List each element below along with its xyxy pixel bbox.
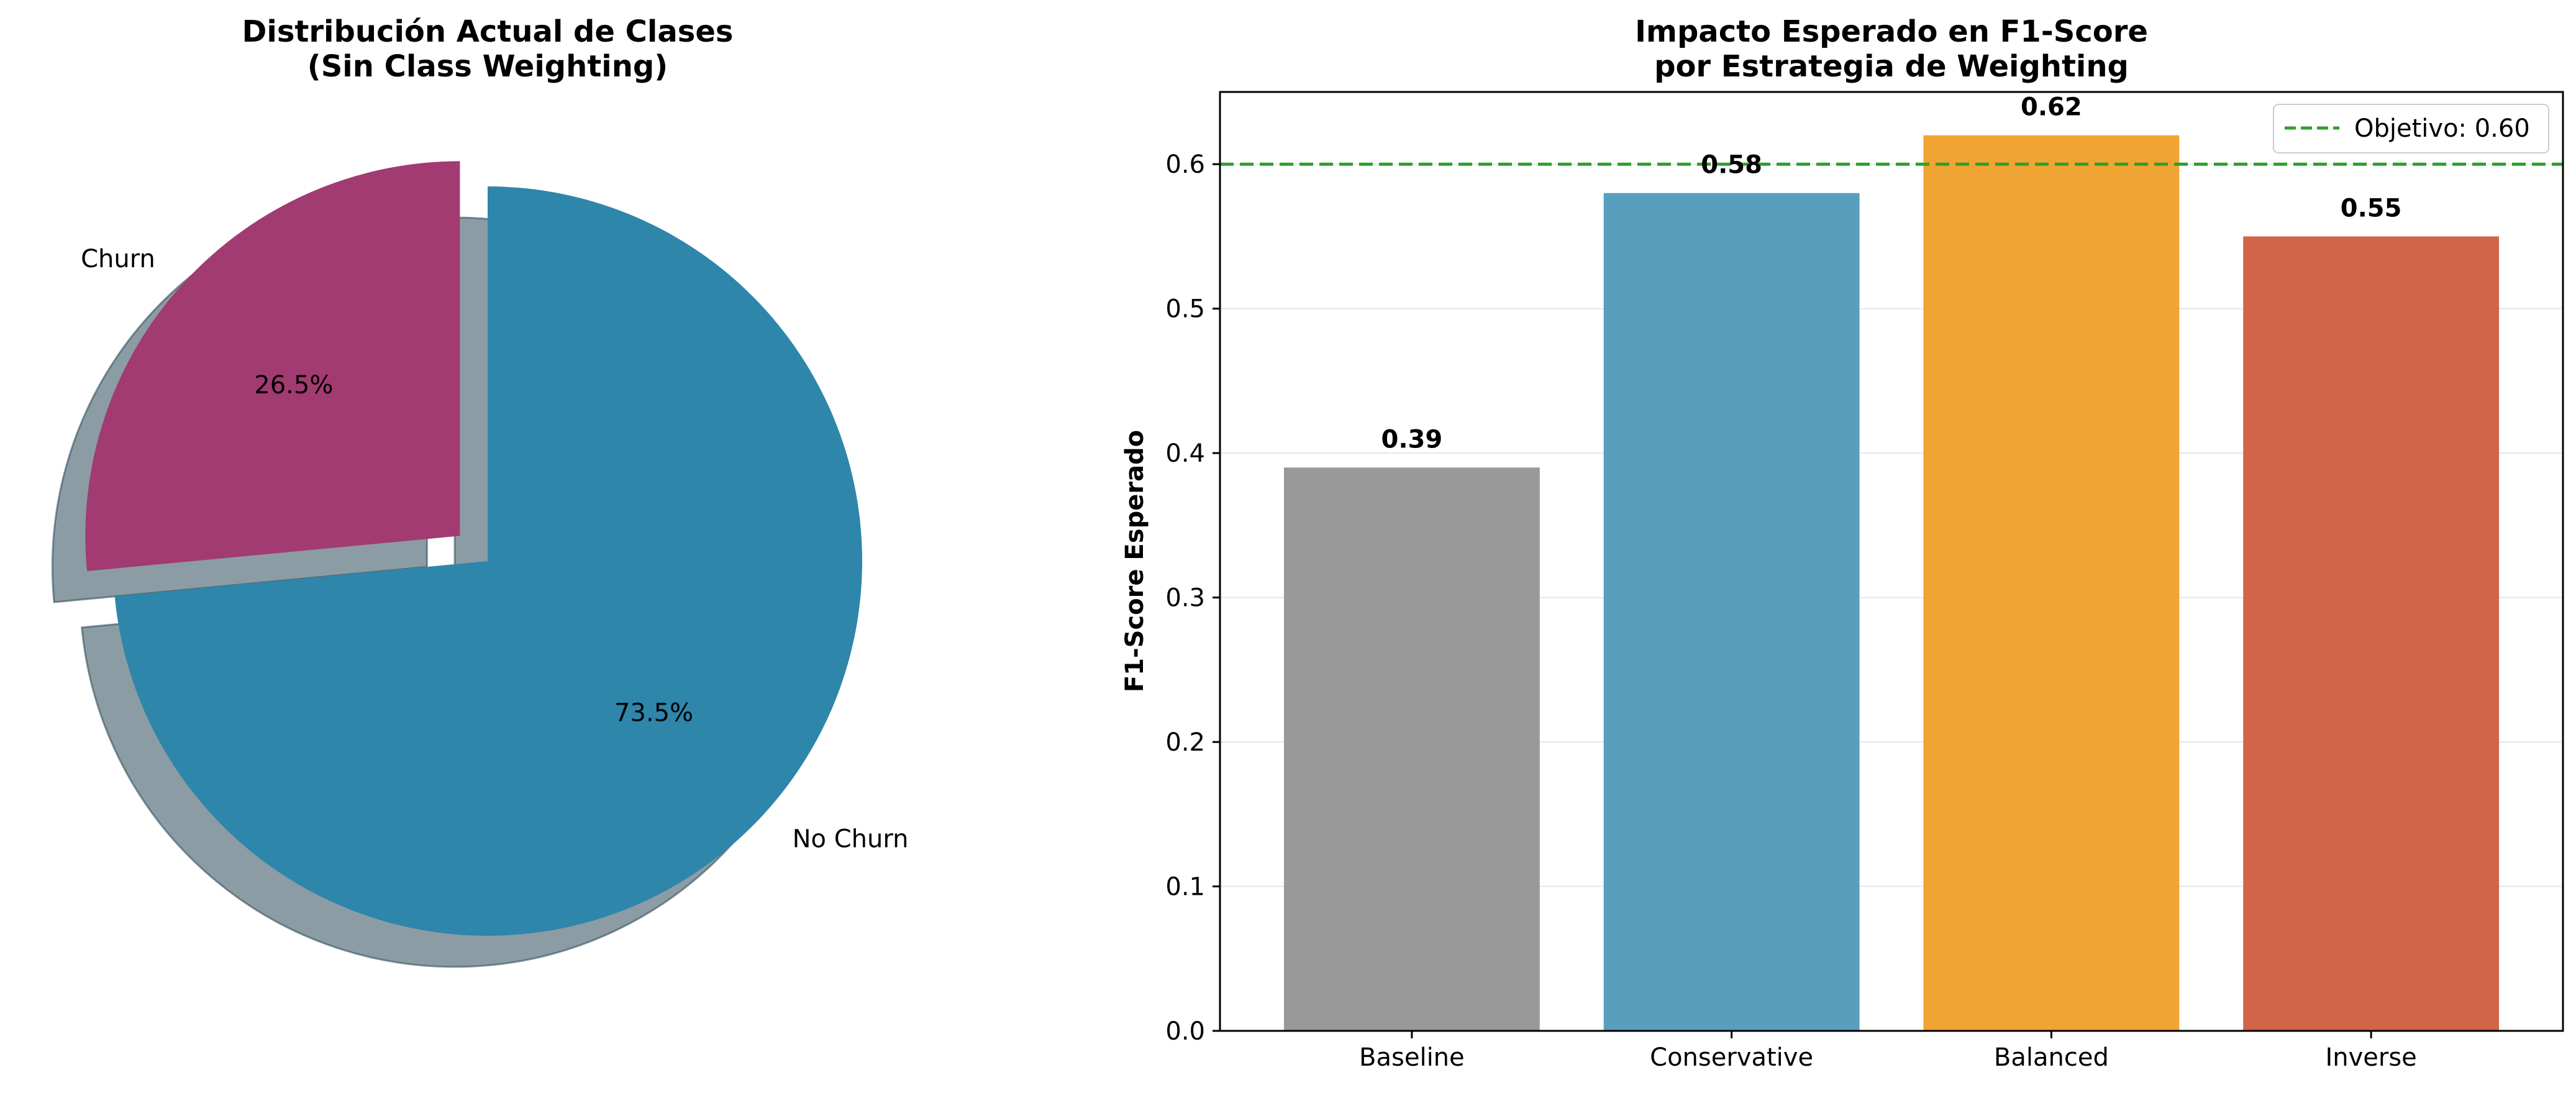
bar-inverse — [2243, 236, 2500, 1031]
y-tick-label: 0.5 — [1165, 295, 1205, 324]
pie-title-line-2: (Sin Class Weighting) — [307, 49, 668, 84]
pie-chart: Distribución Actual de Clases (Sin Class… — [51, 14, 908, 968]
bar-value-label-inverse: 0.55 — [2341, 194, 2402, 222]
plot-frame — [1219, 91, 2564, 1032]
bar-value-label-baseline: 0.39 — [1381, 425, 1443, 454]
x-tick-label-conservative: Conservative — [1650, 1043, 1813, 1072]
bars — [1283, 135, 2500, 1031]
y-axis-label: F1-Score Esperado — [1121, 430, 1149, 692]
x-axis-ticks: Baseline Conservative Balanced Inverse — [1359, 1031, 2417, 1072]
y-tick-label: 0.3 — [1165, 584, 1205, 613]
y-tick-label: 0.0 — [1165, 1017, 1205, 1046]
bar-value-labels: 0.39 0.58 0.62 0.55 — [1381, 93, 2402, 454]
y-tick-label: 0.4 — [1165, 439, 1205, 468]
pie-label-churn: Churn — [81, 245, 155, 273]
pie-slice-no-churn — [114, 186, 862, 936]
pie-percent-churn: 26.5% — [254, 371, 333, 400]
bar-value-label-conservative: 0.58 — [1701, 151, 1762, 180]
y-tick-label: 0.1 — [1165, 873, 1205, 902]
pie-labels: No Churn 73.5% Churn 26.5% — [81, 245, 908, 853]
x-tick-label-baseline: Baseline — [1359, 1043, 1465, 1072]
legend-box — [2273, 104, 2549, 153]
legend-label: Objetivo: 0.60 — [2354, 114, 2530, 143]
bar-title-line-1: Impacto Esperado en F1-Score — [1635, 14, 2148, 49]
pie-label-no-churn: No Churn — [793, 825, 909, 853]
pie-slices — [85, 161, 862, 936]
bar-value-label-balanced: 0.62 — [2021, 93, 2082, 122]
y-tick-label: 0.2 — [1165, 728, 1205, 757]
x-tick-label-inverse: Inverse — [2325, 1043, 2416, 1072]
x-tick-label-balanced: Balanced — [1994, 1043, 2109, 1072]
bar-conservative — [1603, 193, 1860, 1031]
bar-chart: Impacto Esperado en F1-Score por Estrate… — [1121, 14, 2564, 1072]
legend: Objetivo: 0.60 — [2273, 104, 2549, 153]
pie-percent-no-churn: 73.5% — [614, 698, 693, 727]
y-tick-label: 0.6 — [1165, 150, 1205, 179]
pie-slice-churn — [85, 161, 460, 572]
bar-baseline — [1283, 467, 1540, 1031]
bar-balanced — [1923, 135, 2180, 1031]
y-axis-ticks: 0.0 0.1 0.2 0.3 0.4 0.5 0.6 — [1165, 150, 1220, 1046]
bar-title-line-2: por Estrategia de Weighting — [1654, 49, 2129, 84]
pie-title-line-1: Distribución Actual de Clases — [242, 14, 734, 49]
